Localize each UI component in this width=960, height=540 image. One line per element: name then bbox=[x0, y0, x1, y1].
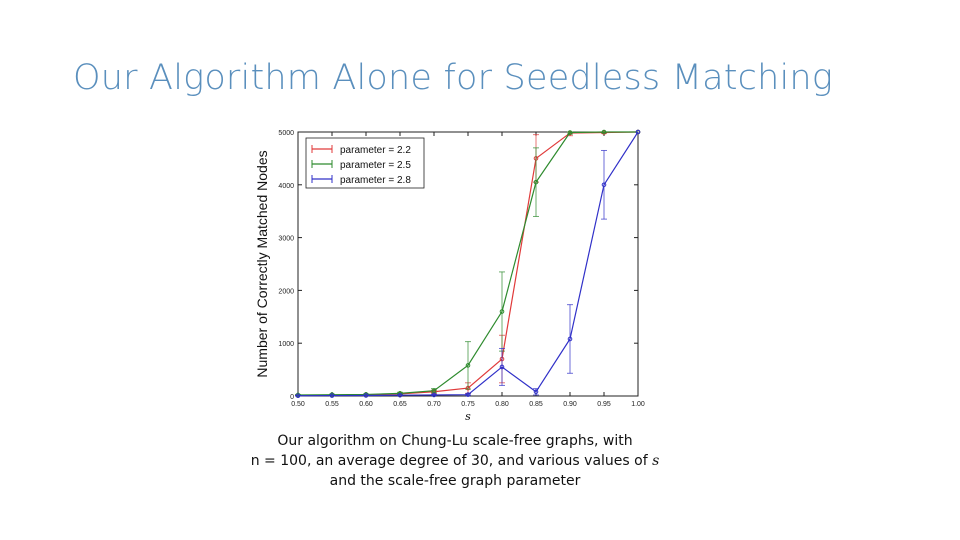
x-tick-label: 0.90 bbox=[563, 401, 577, 408]
data-point bbox=[295, 393, 301, 399]
x-tick-label: 0.60 bbox=[359, 401, 373, 408]
data-point bbox=[635, 129, 641, 135]
x-tick-label: 0.65 bbox=[393, 401, 407, 408]
data-point bbox=[465, 392, 471, 397]
series-2 bbox=[295, 129, 641, 398]
legend: parameter = 2.2 parameter = 2.5 parameter … bbox=[305, 137, 425, 189]
series-3 bbox=[295, 129, 641, 399]
caption-line-3: and the scale-free graph parameter bbox=[329, 473, 581, 489]
data-point bbox=[465, 363, 471, 368]
x-tick-label: 0.80 bbox=[495, 401, 509, 408]
y-tick-label: 3000 bbox=[278, 236, 294, 243]
y-tick-label: 1000 bbox=[278, 341, 294, 348]
y-tick-label: 4000 bbox=[278, 183, 294, 190]
legend-label: parameter = 2.2 bbox=[340, 145, 411, 156]
caption-variable-s: s bbox=[652, 453, 660, 469]
caption-line-2-text: n = 100, an average degree of 30, and va… bbox=[250, 453, 648, 469]
data-point bbox=[567, 336, 573, 342]
x-axis-label: s bbox=[465, 410, 471, 422]
data-point bbox=[601, 182, 607, 188]
x-tick-label: 0.95 bbox=[597, 401, 611, 408]
y-tick-label: 0 bbox=[290, 394, 294, 401]
data-point bbox=[533, 179, 539, 185]
y-tick-label: 5000 bbox=[278, 130, 294, 137]
figure-caption: Our algorithm on Chung-Lu scale-free gra… bbox=[240, 431, 670, 491]
legend-label: parameter = 2.8 bbox=[340, 175, 411, 186]
data-point bbox=[329, 393, 335, 398]
x-tick-label: 0.85 bbox=[529, 401, 543, 408]
data-point bbox=[601, 129, 607, 135]
y-tick-label: 2000 bbox=[278, 288, 294, 295]
y-axis-label: Number of Correctly Matched Nodes bbox=[254, 150, 270, 377]
data-point bbox=[499, 309, 505, 314]
legend-box bbox=[305, 137, 425, 189]
caption-line-1: Our algorithm on Chung-Lu scale-free gra… bbox=[277, 433, 633, 449]
caption-line-2: n = 100, an average degree of 30, and va… bbox=[240, 451, 670, 471]
line-chart: Number of Correctly Matched Nodes s 0 100… bbox=[254, 129, 645, 422]
x-tick-label: 0.75 bbox=[461, 401, 475, 408]
data-point bbox=[499, 364, 505, 370]
data-point bbox=[397, 392, 403, 398]
x-tick-label: 0.55 bbox=[325, 401, 339, 408]
data-point bbox=[363, 393, 369, 398]
data-point bbox=[431, 388, 437, 394]
x-tick-label: 0.70 bbox=[427, 401, 441, 408]
data-point bbox=[431, 392, 437, 398]
x-tick-label: 0.50 bbox=[291, 401, 305, 408]
slide-title: Our Algorithm Alone for Seedless Matchin… bbox=[73, 58, 833, 98]
legend-label: parameter = 2.5 bbox=[340, 160, 411, 171]
data-point bbox=[567, 130, 573, 135]
x-tick-label: 1.00 bbox=[631, 401, 645, 408]
data-point bbox=[533, 389, 539, 395]
